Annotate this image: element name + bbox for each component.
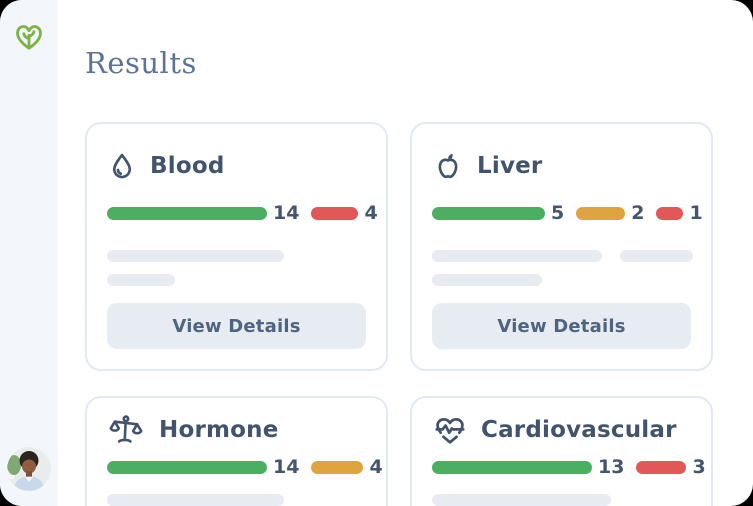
placeholder-bar: [107, 494, 284, 506]
apple-icon: [432, 150, 464, 182]
stat-value: 4: [364, 202, 378, 224]
leaf-heart-logo-icon[interactable]: [12, 19, 46, 53]
stats-row: 14 4: [107, 202, 378, 224]
stat-bar-amber: [576, 207, 626, 220]
placeholder-row: [432, 494, 691, 506]
placeholder-row: [107, 250, 366, 262]
page-title: Results: [85, 46, 197, 80]
placeholder-lines: [107, 494, 366, 506]
card-header: Liver: [432, 150, 691, 182]
stat-value: 4: [369, 456, 383, 478]
heart-pulse-icon: [432, 414, 468, 447]
card-title: Hormone: [159, 417, 279, 443]
results-grid: Blood 14 4 View Details Liver 5: [85, 122, 753, 506]
stat-bar-green: [107, 461, 267, 474]
card-header: Blood: [107, 150, 366, 182]
sidebar: [0, 0, 58, 506]
placeholder-bar: [620, 250, 693, 262]
stats-row: 14 4: [107, 456, 383, 478]
placeholder-lines: [432, 494, 691, 506]
placeholder-bar: [107, 274, 175, 286]
view-details-button[interactable]: View Details: [432, 303, 691, 349]
stat-bar-green: [107, 207, 267, 220]
card-liver: Liver 5 2 1 View Details: [410, 122, 713, 371]
balance-scale-icon: [107, 413, 146, 447]
placeholder-bar: [107, 250, 284, 262]
stat-value: 13: [598, 456, 625, 478]
card-hormone: Hormone 14 4: [85, 396, 388, 506]
card-header: Cardiovascular: [432, 414, 691, 446]
stat-bar-amber: [311, 461, 364, 474]
stat-value: 5: [551, 202, 565, 224]
stat-value: 1: [689, 202, 703, 224]
placeholder-lines: [432, 250, 693, 286]
user-avatar[interactable]: [7, 447, 51, 491]
view-details-button[interactable]: View Details: [107, 303, 366, 349]
main-content: Results Blood 14 4 View Details: [58, 0, 753, 506]
card-title: Liver: [477, 153, 543, 179]
stat-bar-green: [432, 207, 545, 220]
card-blood: Blood 14 4 View Details: [85, 122, 388, 371]
placeholder-lines: [107, 250, 366, 286]
placeholder-row: [107, 494, 366, 506]
card-cardiovascular: Cardiovascular 13 3: [410, 396, 713, 506]
stats-row: 5 2 1: [432, 202, 703, 224]
stat-value: 14: [273, 202, 300, 224]
stat-bar-red: [656, 207, 684, 220]
stats-row: 13 3: [432, 456, 706, 478]
stat-bar-red: [636, 461, 687, 474]
placeholder-bar: [432, 250, 602, 262]
placeholder-row: [432, 274, 691, 286]
placeholder-row: [107, 274, 366, 286]
card-title: Cardiovascular: [481, 417, 677, 443]
droplet-icon: [107, 151, 137, 181]
stat-value: 2: [631, 202, 645, 224]
stat-bar-green: [432, 461, 592, 474]
card-title: Blood: [150, 153, 225, 179]
stat-value: 3: [692, 456, 706, 478]
stat-bar-red: [311, 207, 359, 220]
card-header: Hormone: [107, 414, 366, 446]
stat-value: 14: [273, 456, 300, 478]
placeholder-bar: [432, 274, 542, 286]
placeholder-bar: [432, 494, 611, 506]
placeholder-row: [432, 250, 693, 262]
